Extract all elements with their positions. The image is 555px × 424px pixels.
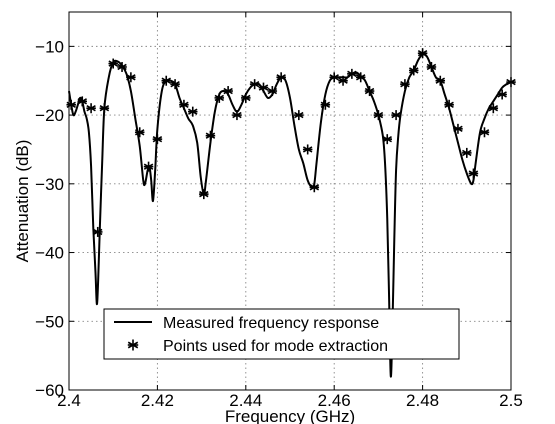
legend: Measured frequency response Points used … xyxy=(104,309,459,359)
y-tick-label: −50 xyxy=(35,312,64,331)
legend-label-points: Points used for mode extraction xyxy=(163,338,388,355)
y-tick-label: −60 xyxy=(35,381,64,400)
x-tick-label: 2.48 xyxy=(406,391,439,410)
y-tick-label: −10 xyxy=(35,37,64,56)
x-axis-title: Frequency (GHz) xyxy=(225,407,355,424)
legend-label-measured: Measured frequency response xyxy=(163,315,379,332)
y-tick-label: −20 xyxy=(35,106,64,125)
x-tick-label: 2.5 xyxy=(499,391,523,410)
y-tick-label: −30 xyxy=(35,175,64,194)
x-tick-label: 2.42 xyxy=(141,391,174,410)
y-axis-title: Attenuation (dB) xyxy=(13,140,32,263)
y-tick-label: −40 xyxy=(35,244,64,263)
